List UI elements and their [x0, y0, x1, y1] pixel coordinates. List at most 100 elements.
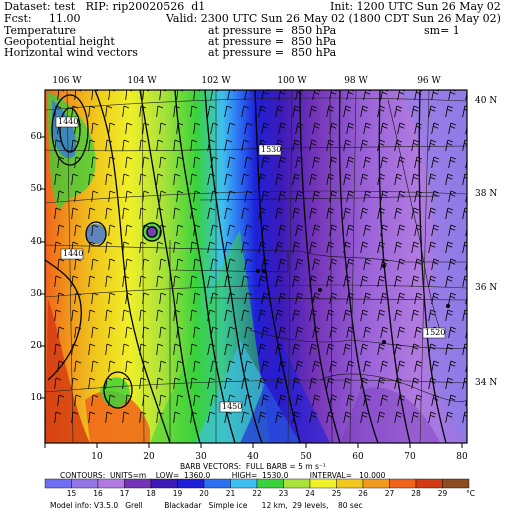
wind-barb-flag — [382, 159, 388, 163]
x-tick-label: 50 — [300, 452, 312, 462]
wind-barb-flag — [106, 105, 113, 109]
wind-barb-flag — [399, 326, 406, 330]
wind-barb — [173, 173, 176, 186]
wind-level-label: at pressure = 850 hPa — [208, 46, 337, 59]
wind-barb — [275, 377, 279, 390]
wind-barb-flag — [260, 275, 267, 279]
wind-barb-flag — [399, 397, 405, 401]
wind-barb — [394, 105, 398, 118]
wind-barb-flag — [379, 176, 385, 180]
wind-barb-flag — [109, 224, 116, 228]
wind-barb-flag — [160, 394, 167, 398]
wind-barb-flag — [191, 207, 198, 211]
wind-barb-flag — [89, 139, 96, 143]
wind-barb — [380, 326, 384, 339]
wind-barb — [346, 90, 350, 101]
wind-barb-flag — [157, 411, 164, 415]
wind-barb — [312, 224, 316, 237]
wind-barb-flag — [89, 275, 96, 279]
wind-barb-flag — [430, 244, 436, 248]
wind-barb-flag — [467, 364, 472, 366]
wind-barb-flag — [282, 90, 287, 92]
wind-barb-flag — [450, 329, 456, 333]
wind-barb — [88, 411, 91, 424]
wind-barb-flag — [348, 159, 354, 163]
wind-barb-flag — [350, 90, 355, 92]
wind-barb-flag — [123, 173, 130, 177]
wind-barb-flag — [126, 224, 133, 228]
wind-barb — [139, 377, 142, 390]
wind-barb-flag — [277, 241, 284, 245]
wind-barb — [363, 258, 367, 271]
wind-barb — [377, 411, 381, 424]
wind-barb-flag — [447, 278, 453, 282]
wind-barb — [394, 207, 398, 220]
wind-barb-flag — [467, 398, 472, 400]
wind-barb — [312, 258, 316, 271]
wind-barb — [428, 105, 432, 118]
wind-barb-flag — [314, 397, 320, 401]
wind-barb-flag — [365, 224, 372, 228]
wind-barb-flag — [447, 377, 454, 381]
wind-barb — [108, 90, 111, 101]
wind-barb-flag — [331, 193, 337, 197]
wind-barb — [360, 173, 364, 186]
dataset-label: Dataset: test RIP: rip20020526 d1 — [4, 0, 206, 13]
wind-barb-flag — [160, 224, 167, 228]
wind-barb — [258, 173, 262, 186]
wind-barb-flag — [123, 275, 130, 279]
wind-barb — [224, 139, 228, 152]
wind-barb — [193, 90, 196, 101]
wind-barb-flag — [328, 278, 334, 282]
wind-barb — [105, 411, 108, 424]
wind-barb-flag — [399, 261, 405, 265]
temperature-level-label: at pressure = 850 hPa — [208, 24, 337, 37]
wind-barb — [295, 156, 299, 169]
wind-barb — [207, 207, 211, 220]
wind-barb-flag — [92, 156, 99, 160]
wind-barb — [139, 309, 142, 322]
wind-barb-flag — [399, 329, 405, 333]
wind-barb — [207, 411, 211, 424]
wind-barb — [343, 207, 347, 220]
wind-barb — [88, 377, 91, 390]
wind-barb — [71, 377, 74, 390]
colorbar-swatch — [71, 478, 99, 489]
wind-barb — [343, 105, 347, 118]
wind-barb-flag — [314, 156, 321, 160]
wind-barb-flag — [191, 343, 198, 347]
wind-barb-flag — [72, 105, 79, 109]
wind-barb-flag — [58, 190, 65, 194]
wind-barb-flag — [246, 190, 253, 194]
wind-barb-flag — [362, 139, 369, 143]
wind-barb — [394, 173, 398, 186]
colorbar-label: 20 — [199, 489, 209, 498]
wind-barb — [326, 105, 330, 118]
wind-barb-flag — [277, 343, 284, 347]
wind-barb-flag — [365, 295, 371, 299]
wind-barb-flag — [464, 207, 467, 210]
wind-barb-flag — [396, 312, 402, 316]
wind-barb-flag — [362, 380, 368, 384]
wind-barb — [91, 224, 94, 237]
wind-barb — [241, 275, 245, 288]
wind-barb-flag — [297, 224, 304, 228]
wind-barb — [326, 377, 330, 390]
wind-barb — [292, 173, 296, 186]
wind-barb — [431, 258, 435, 271]
wind-barb-flag — [430, 108, 436, 112]
wind-barb-flag — [362, 346, 368, 350]
wind-barb-flag — [177, 122, 184, 126]
wind-barb — [292, 105, 296, 118]
wind-barb-flag — [433, 125, 439, 129]
wind-barb — [74, 292, 77, 305]
wind-barb — [105, 343, 108, 356]
wind-barb-flag — [396, 139, 403, 143]
wind-barb-flag — [447, 414, 453, 418]
wind-barb-flag — [277, 380, 283, 384]
wind-barb-flag — [174, 241, 181, 245]
wind-barb — [360, 377, 364, 390]
wind-barb — [173, 241, 176, 254]
wind-barb-flag — [277, 207, 284, 211]
wind-barb-flag — [430, 309, 437, 313]
